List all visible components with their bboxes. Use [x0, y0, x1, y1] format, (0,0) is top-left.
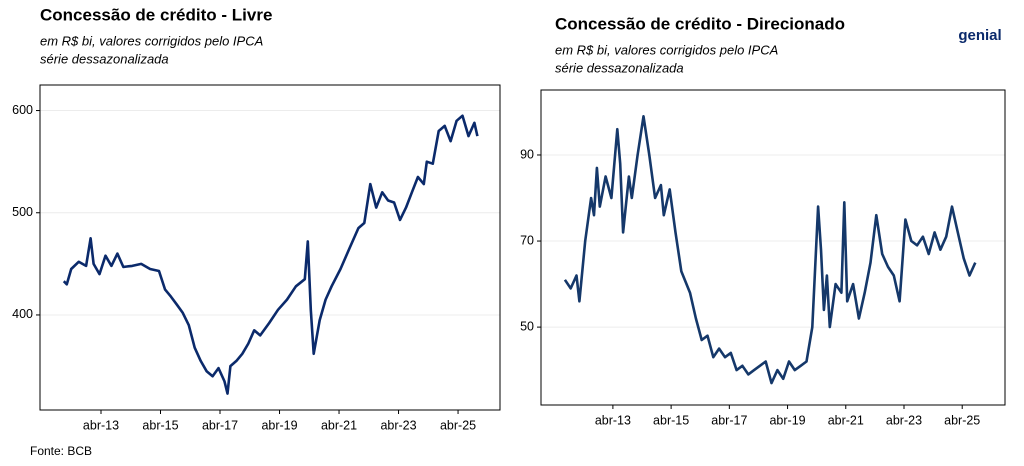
- x-tick-label: abr-15: [142, 418, 178, 432]
- x-tick-label: abr-21: [828, 413, 864, 427]
- x-tick-label: abr-15: [653, 413, 689, 427]
- line-series: [563, 115, 977, 385]
- x-tick-label: abr-25: [440, 418, 476, 432]
- x-tick-label: abr-19: [769, 413, 805, 427]
- logo: genial: [958, 27, 1001, 44]
- x-tick-label: abr-25: [944, 413, 980, 427]
- plot-frame: [540, 89, 1006, 406]
- subtitle: em R$ bi, valores corrigidos pelo IPCA: [555, 42, 778, 57]
- chart-title: Concessão de crédito - Direcionado: [555, 14, 845, 33]
- line-series: [62, 114, 479, 395]
- x-tick-label: abr-19: [261, 418, 297, 432]
- y-tick-label: 500: [12, 205, 33, 219]
- source: Fonte: BCB: [30, 444, 92, 458]
- subtitle: série dessazonalizada: [40, 51, 169, 66]
- plot-frame: [39, 84, 501, 411]
- x-tick-label: abr-13: [595, 413, 631, 427]
- x-tick-label: abr-13: [83, 418, 119, 432]
- x-tick-label: abr-17: [711, 413, 747, 427]
- x-tick-label: abr-23: [886, 413, 922, 427]
- subtitle: em R$ bi, valores corrigidos pelo IPCA: [40, 33, 263, 48]
- y-tick-label: 70: [520, 233, 534, 247]
- y-tick-label: 600: [12, 103, 33, 117]
- x-tick-label: abr-23: [380, 418, 416, 432]
- chart-title: Concessão de crédito - Livre: [40, 5, 272, 24]
- y-tick-label: 50: [520, 319, 534, 333]
- y-tick-label: 400: [12, 307, 33, 321]
- y-tick-label: 90: [520, 147, 534, 161]
- x-tick-label: abr-17: [202, 418, 238, 432]
- subtitle: série dessazonalizada: [555, 60, 684, 75]
- x-tick-label: abr-21: [321, 418, 357, 432]
